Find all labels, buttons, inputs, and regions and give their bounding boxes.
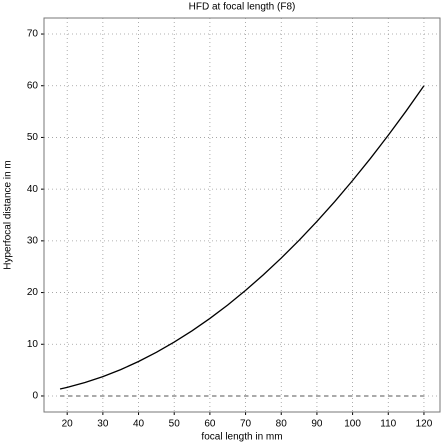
x-tick-label: 30 — [97, 419, 109, 430]
y-tick-label: 40 — [27, 184, 39, 195]
y-tick-label: 20 — [27, 287, 39, 298]
chart-title: HFD at focal length (F8) — [189, 2, 296, 13]
data-line — [59, 85, 425, 390]
y-tick-label: 0 — [32, 391, 38, 402]
x-tick-label: 40 — [133, 419, 145, 430]
x-tick-label: 20 — [62, 419, 74, 430]
x-tick-label: 50 — [169, 419, 181, 430]
x-tick-label: 90 — [311, 419, 323, 430]
x-axis-label: focal length in mm — [201, 432, 282, 443]
x-tick-label: 120 — [416, 419, 433, 430]
y-tick-label: 10 — [27, 339, 39, 350]
y-tick-label: 30 — [27, 235, 39, 246]
y-tick-label: 50 — [27, 132, 39, 143]
y-axis-label: Hyperfocal distance in m — [3, 160, 14, 270]
plot-frame — [43, 17, 441, 413]
y-tick-label: 60 — [27, 80, 39, 91]
x-tick-label: 100 — [344, 419, 361, 430]
x-tick-label: 110 — [380, 419, 396, 430]
y-tick-label: 70 — [27, 29, 39, 40]
x-tick-label: 70 — [240, 419, 252, 430]
x-tick-label: 80 — [276, 419, 288, 430]
x-tick-label: 60 — [204, 419, 216, 430]
